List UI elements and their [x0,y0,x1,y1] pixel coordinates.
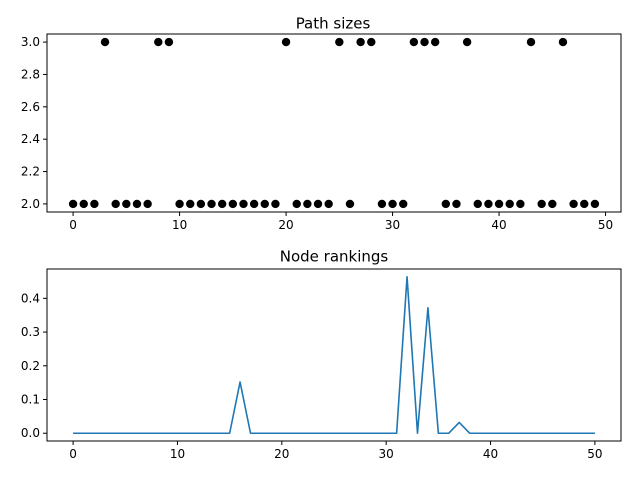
data-point [79,199,88,209]
data-point [388,199,397,209]
data-point [335,37,344,47]
plot-frame [46,268,622,442]
y-tick-label: 2.8 [21,67,40,81]
data-points [68,37,600,209]
data-point [207,199,216,209]
data-point [239,199,248,209]
x-tick-label: 10 [172,218,187,232]
data-point [473,199,482,209]
y-tick-label: 3.0 [21,35,40,49]
plot-frame [46,33,622,213]
path-sizes-chart: Path sizes 0 10 20 30 40 50 2.0 2.2 2.4 2.6 2.8 3.0 [21,15,622,232]
series-line [73,275,595,435]
data-point [132,199,142,209]
chart-title: Path sizes [296,15,371,33]
y-tick-label: 2.2 [21,165,40,179]
data-point [228,199,238,209]
data-point [154,37,163,47]
data-point [345,199,355,209]
data-point [122,199,131,209]
data-point [164,37,174,47]
data-point [452,199,461,209]
data-point [249,199,259,209]
data-point [494,199,504,209]
data-point [217,199,227,209]
y-tick-label: 0.0 [21,426,40,440]
data-point [462,37,472,47]
data-point [420,37,429,47]
data-point [271,199,280,209]
x-tick-label: 40 [483,447,498,461]
data-point [303,199,312,209]
data-point [580,199,589,209]
data-point [537,199,546,209]
data-point [90,199,99,209]
y-tick-label: 0.1 [21,393,40,407]
y-tick-label: 2.4 [21,132,40,146]
axis-ticks: 0 10 20 30 40 50 2.0 2.2 2.4 2.6 2.8 3.0 [21,35,613,232]
data-point [505,199,514,209]
data-point [430,37,440,47]
data-point [260,199,269,209]
x-tick-label: 40 [491,218,506,232]
data-point [399,199,408,209]
data-point [590,199,600,209]
data-point [484,199,493,209]
data-point [548,199,557,209]
data-point [281,37,291,47]
axis-ticks: 0 10 20 30 40 50 0.0 0.1 0.2 0.3 0.4 [21,291,603,461]
x-tick-label: 30 [379,447,394,461]
data-point [377,199,387,209]
node-rankings-chart: Node rankings 0 10 20 30 40 50 0.0 0.1 0.2 0.3 0.4 [21,248,622,461]
data-point [409,37,419,47]
x-tick-label: 0 [69,218,77,232]
data-point [68,199,78,209]
x-tick-label: 20 [274,447,289,461]
x-tick-label: 50 [587,447,602,461]
data-point [111,199,120,209]
x-tick-label: 50 [598,218,613,232]
data-point [526,37,536,47]
y-tick-label: 0.4 [21,291,40,305]
data-point [175,199,184,209]
data-point [367,37,376,47]
y-tick-label: 0.2 [21,359,40,373]
data-point [186,199,195,209]
x-tick-label: 0 [69,447,77,461]
y-tick-label: 2.6 [21,100,40,114]
data-point [292,199,301,209]
x-tick-label: 30 [385,218,400,232]
y-tick-label: 2.0 [21,197,40,211]
data-line [73,275,595,435]
data-point [558,37,568,47]
data-point [143,199,152,209]
data-point [100,37,110,47]
data-point [569,199,578,209]
data-point [313,199,323,209]
chart-title: Node rankings [280,248,389,266]
x-tick-label: 20 [278,218,293,232]
data-point [441,199,451,209]
data-point [356,37,365,47]
data-point [324,199,333,209]
data-point [516,199,525,209]
data-point [196,199,206,209]
x-tick-label: 10 [170,447,185,461]
y-tick-label: 0.3 [21,325,40,339]
